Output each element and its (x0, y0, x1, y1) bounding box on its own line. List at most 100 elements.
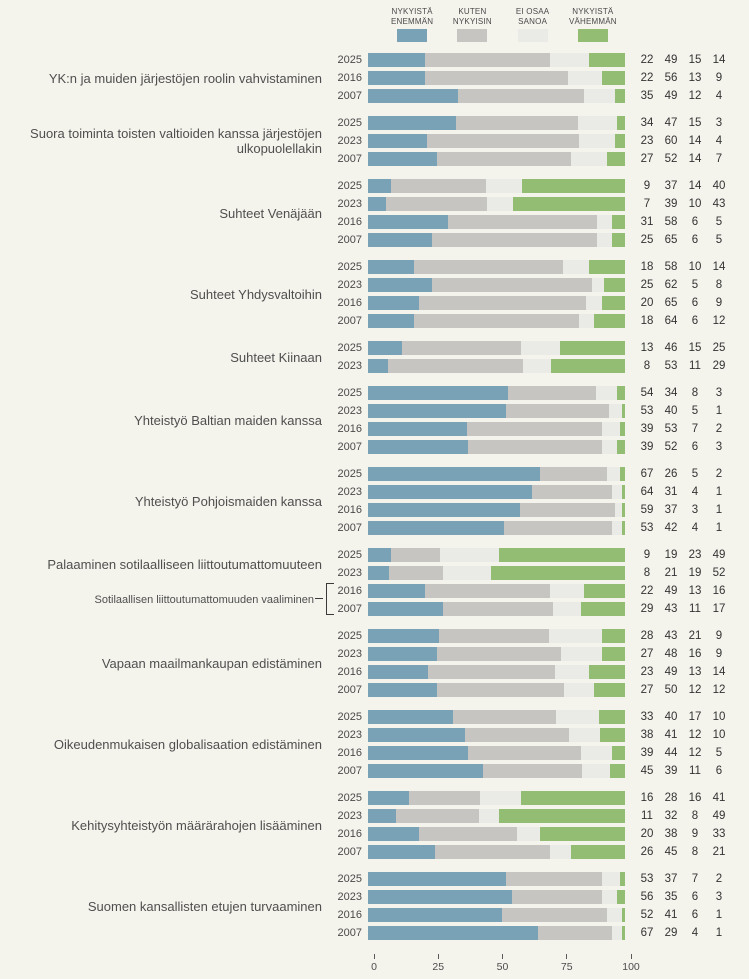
category-label: Kehitysyhteistyön määrärahojen lisäämine… (71, 817, 322, 833)
value-label: 13 (640, 342, 654, 354)
bar-row: 2023 56 35 6 3 (332, 890, 731, 904)
bar-segment-kuten-nykyisin (437, 647, 561, 661)
value-labels: 45 39 11 6 (635, 765, 731, 777)
value-label: 16 (688, 648, 702, 660)
bar-segment-enemman (368, 386, 509, 400)
value-label: 1 (715, 909, 723, 921)
bar-segment-enemman (368, 683, 437, 697)
bar-track (368, 278, 625, 292)
value-label: 2 (715, 873, 723, 885)
bar-segment-ei-osaa-sanoa (560, 647, 602, 661)
bar-segment-vahemman (583, 584, 625, 598)
bar-segment-ei-osaa-sanoa (571, 152, 608, 166)
bar-row: 2016 22 49 13 16 (332, 584, 731, 598)
bar-segment-vahemman (601, 647, 625, 661)
bar-segment-kuten-nykyisin (431, 233, 597, 247)
value-label: 4 (715, 90, 723, 102)
bar-track (368, 710, 625, 724)
bar-track (368, 665, 625, 679)
bar-segment-enemman (368, 152, 438, 166)
value-label: 7 (691, 423, 699, 435)
legend-label-vahemman: NYKYISTÄ VÄHEMMÄN (563, 7, 623, 26)
bar-segment-vahemman (617, 440, 625, 454)
value-label: 28 (640, 630, 654, 642)
year-label: 2016 (337, 423, 362, 435)
bar-segment-kuten-nykyisin (396, 809, 479, 823)
value-label: 43 (664, 603, 678, 615)
value-label: 2 (715, 468, 723, 480)
bar-segment-vahemman (619, 872, 625, 886)
bar-track (368, 386, 625, 400)
value-labels: 67 29 4 1 (635, 927, 731, 939)
year-label: 2007 (337, 846, 362, 858)
value-label: 49 (664, 90, 678, 102)
bar-segment-vahemman (612, 746, 625, 760)
category-label: Suhteet Yhdysvaltoihin (189, 286, 322, 302)
value-label: 27 (640, 684, 654, 696)
bar-segment-ei-osaa-sanoa (517, 827, 541, 841)
value-label: 37 (664, 504, 678, 516)
year-label: 2016 (337, 297, 362, 309)
bar-segment-kuten-nykyisin (386, 197, 488, 211)
bar-segment-vahemman (540, 827, 625, 841)
bar-row: 2025 13 46 15 25 (332, 341, 731, 355)
bar-segment-ei-osaa-sanoa (569, 728, 600, 742)
bar-segment-enemman (368, 89, 458, 103)
value-label: 43 (712, 198, 726, 210)
bar-segment-kuten-nykyisin (424, 53, 551, 67)
bar-segment-enemman (368, 584, 425, 598)
value-label: 34 (664, 387, 678, 399)
bar-segment-vahemman (571, 845, 625, 859)
bar-track (368, 260, 625, 274)
year-label: 2016 (337, 747, 362, 759)
value-label: 53 (640, 405, 654, 417)
bar-track (368, 764, 625, 778)
bar-segment-ei-osaa-sanoa (597, 233, 613, 247)
category-group: Suora toiminta toisten valtioiden kanssa… (0, 116, 749, 166)
bar-row: 2007 35 49 12 4 (332, 89, 731, 103)
bar-segment-ei-osaa-sanoa (478, 809, 500, 823)
bar-row: 2023 23 60 14 4 (332, 134, 731, 148)
value-labels: 29 43 11 17 (635, 603, 731, 615)
value-labels: 33 40 17 10 (635, 711, 731, 723)
year-label: 2023 (337, 405, 362, 417)
bar-segment-enemman (368, 809, 397, 823)
value-label: 21 (688, 630, 702, 642)
value-label: 10 (688, 261, 702, 273)
bar-segment-enemman (368, 872, 506, 886)
value-label: 58 (664, 216, 678, 228)
bar-segment-enemman (368, 746, 469, 760)
bar-segment-kuten-nykyisin (426, 134, 580, 148)
value-label: 20 (640, 297, 654, 309)
bar-segment-vahemman (599, 728, 625, 742)
bar-track (368, 809, 625, 823)
bar-segment-vahemman (581, 602, 625, 616)
bar-segment-enemman (368, 908, 502, 922)
value-labels: 39 44 12 5 (635, 747, 731, 759)
year-label: 2016 (337, 216, 362, 228)
bar-track (368, 872, 625, 886)
value-labels: 54 34 8 3 (635, 387, 731, 399)
bar-track (368, 746, 625, 760)
bar-segment-enemman (368, 71, 425, 85)
bar-segment-kuten-nykyisin (468, 440, 602, 454)
bar-row: 2016 20 38 9 33 (332, 827, 731, 841)
value-label: 15 (688, 54, 702, 66)
bar-segment-kuten-nykyisin (504, 521, 613, 535)
bar-segment-enemman (368, 845, 435, 859)
bar-segment-ei-osaa-sanoa (614, 503, 623, 517)
bar-track (368, 926, 625, 940)
value-label: 11 (641, 810, 653, 822)
bar-track (368, 890, 625, 904)
bar-row: 2016 31 58 6 5 (332, 215, 731, 229)
category-label-cell: Suhteet Kiinaan (0, 341, 332, 373)
bar-segment-vahemman (622, 926, 625, 940)
value-label: 6 (691, 297, 699, 309)
bar-segment-vahemman (622, 503, 625, 517)
category-label: Yhteistyö Baltian maiden kanssa (134, 412, 322, 428)
value-labels: 39 53 7 2 (635, 423, 731, 435)
bar-segment-vahemman (614, 89, 625, 103)
legend-label-line2: NYKYISIN (452, 16, 492, 26)
value-label: 6 (691, 909, 699, 921)
value-label: 3 (715, 117, 723, 129)
